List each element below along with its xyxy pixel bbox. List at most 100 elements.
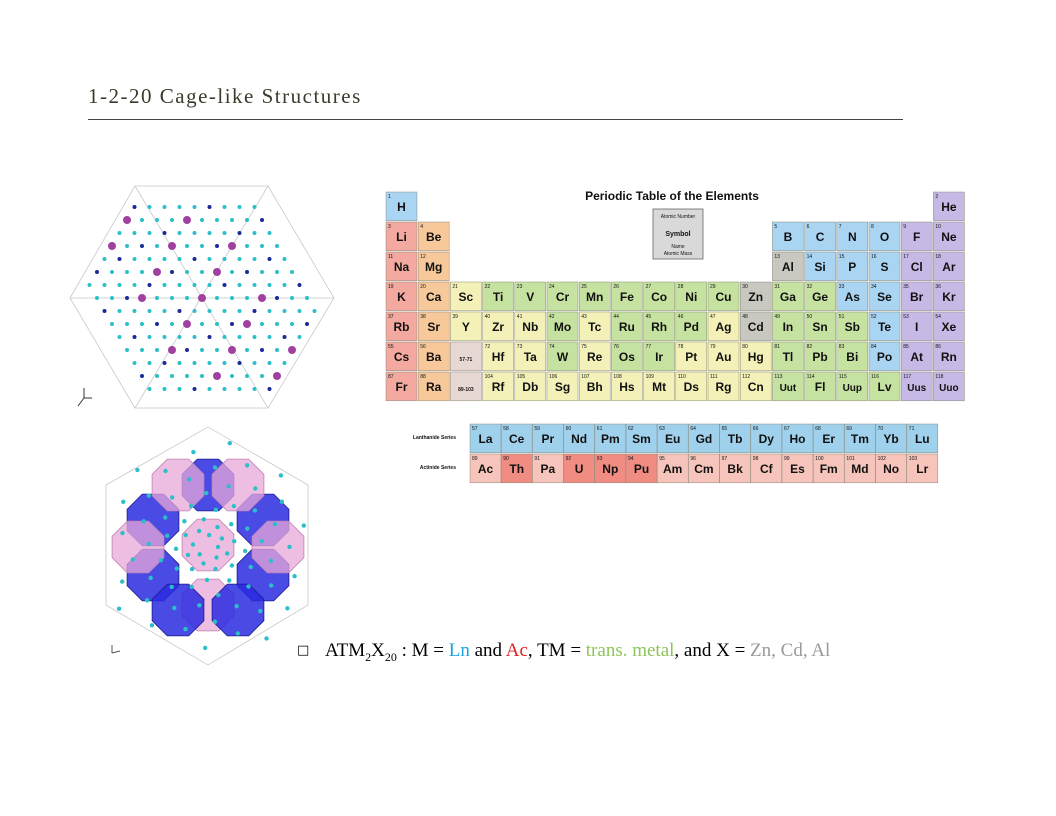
actinide-label: Actinide Series — [420, 465, 456, 471]
svg-text:Zr: Zr — [492, 320, 504, 334]
element-uuo: 118 Uuo — [933, 371, 965, 402]
svg-text:81: 81 — [774, 344, 780, 350]
svg-text:46: 46 — [678, 314, 684, 320]
atom-small — [177, 231, 182, 235]
svg-text:2: 2 — [935, 194, 938, 200]
svg-text:12: 12 — [420, 254, 426, 260]
atom-small — [245, 348, 249, 352]
atom-small — [132, 231, 137, 235]
atom-large — [243, 320, 251, 328]
atom-small — [158, 558, 164, 563]
svg-text:He: He — [941, 200, 957, 214]
svg-text:Sg: Sg — [555, 380, 570, 394]
atom-small — [260, 322, 264, 326]
svg-text:75: 75 — [581, 344, 587, 350]
atom-large — [168, 242, 176, 250]
atom-small — [275, 322, 279, 326]
svg-text:44: 44 — [613, 314, 619, 320]
svg-text:Fl: Fl — [815, 380, 826, 394]
svg-text:Te: Te — [878, 320, 891, 334]
svg-text:Au: Au — [716, 350, 732, 364]
svg-text:94: 94 — [628, 456, 634, 462]
svg-text:O: O — [880, 230, 889, 244]
atom-small — [215, 524, 220, 530]
svg-text:Ac: Ac — [478, 462, 494, 476]
atom-small — [185, 244, 189, 248]
svg-text:69: 69 — [846, 426, 852, 432]
atom-small — [183, 532, 188, 538]
svg-text:14: 14 — [807, 254, 813, 260]
svg-text:Xe: Xe — [942, 320, 957, 334]
svg-text:107: 107 — [581, 374, 590, 380]
formula-atm: ATM — [325, 640, 366, 661]
svg-text:P: P — [848, 260, 856, 274]
svg-text:56: 56 — [420, 344, 426, 350]
atom-small — [282, 283, 287, 287]
atom-small — [140, 348, 144, 352]
svg-text:32: 32 — [807, 284, 813, 290]
atom-small — [290, 322, 294, 326]
svg-text:Uut: Uut — [780, 383, 797, 394]
atom-small — [155, 374, 159, 378]
svg-text:Dy: Dy — [759, 432, 775, 446]
atom-small — [200, 244, 204, 248]
axes-indicator-small — [111, 645, 121, 654]
svg-text:Uus: Uus — [907, 383, 926, 394]
atom-small — [215, 348, 219, 352]
svg-text:76: 76 — [613, 344, 619, 350]
svg-text:Ga: Ga — [780, 290, 796, 304]
svg-text:57: 57 — [472, 426, 478, 432]
atom-small — [155, 218, 159, 222]
element-he: 2He — [933, 191, 965, 222]
svg-text:37: 37 — [388, 314, 394, 320]
atom-small — [186, 477, 192, 482]
atom-small — [267, 361, 272, 365]
svg-text:S: S — [880, 260, 888, 274]
atom-small — [200, 348, 204, 352]
atom-small — [87, 283, 92, 287]
atom-small — [182, 519, 187, 524]
svg-text:Mn: Mn — [586, 290, 603, 304]
atom-small — [267, 231, 272, 235]
svg-text:87: 87 — [388, 374, 394, 380]
atom-small — [297, 335, 302, 339]
atom-small — [192, 361, 197, 365]
svg-text:31: 31 — [774, 284, 780, 290]
svg-text:95: 95 — [659, 456, 665, 462]
svg-text:Tl: Tl — [783, 350, 794, 364]
svg-text:110: 110 — [678, 374, 686, 380]
atom-small — [102, 309, 107, 313]
element-n: 7N — [836, 221, 869, 252]
svg-text:Li: Li — [396, 230, 407, 244]
atom-large — [288, 346, 296, 354]
element-57-71: 57-71 — [450, 341, 482, 372]
svg-text:109: 109 — [646, 374, 655, 380]
svg-text:36: 36 — [935, 284, 941, 290]
svg-text:V: V — [526, 290, 534, 304]
atom-small — [203, 645, 208, 651]
svg-text:39: 39 — [452, 314, 458, 320]
atom-small — [147, 387, 152, 391]
svg-text:25: 25 — [581, 284, 587, 290]
svg-text:113: 113 — [774, 374, 782, 380]
svg-text:114: 114 — [807, 374, 815, 380]
element-uut: 113 Uut — [772, 371, 804, 402]
atom-small — [170, 218, 174, 222]
